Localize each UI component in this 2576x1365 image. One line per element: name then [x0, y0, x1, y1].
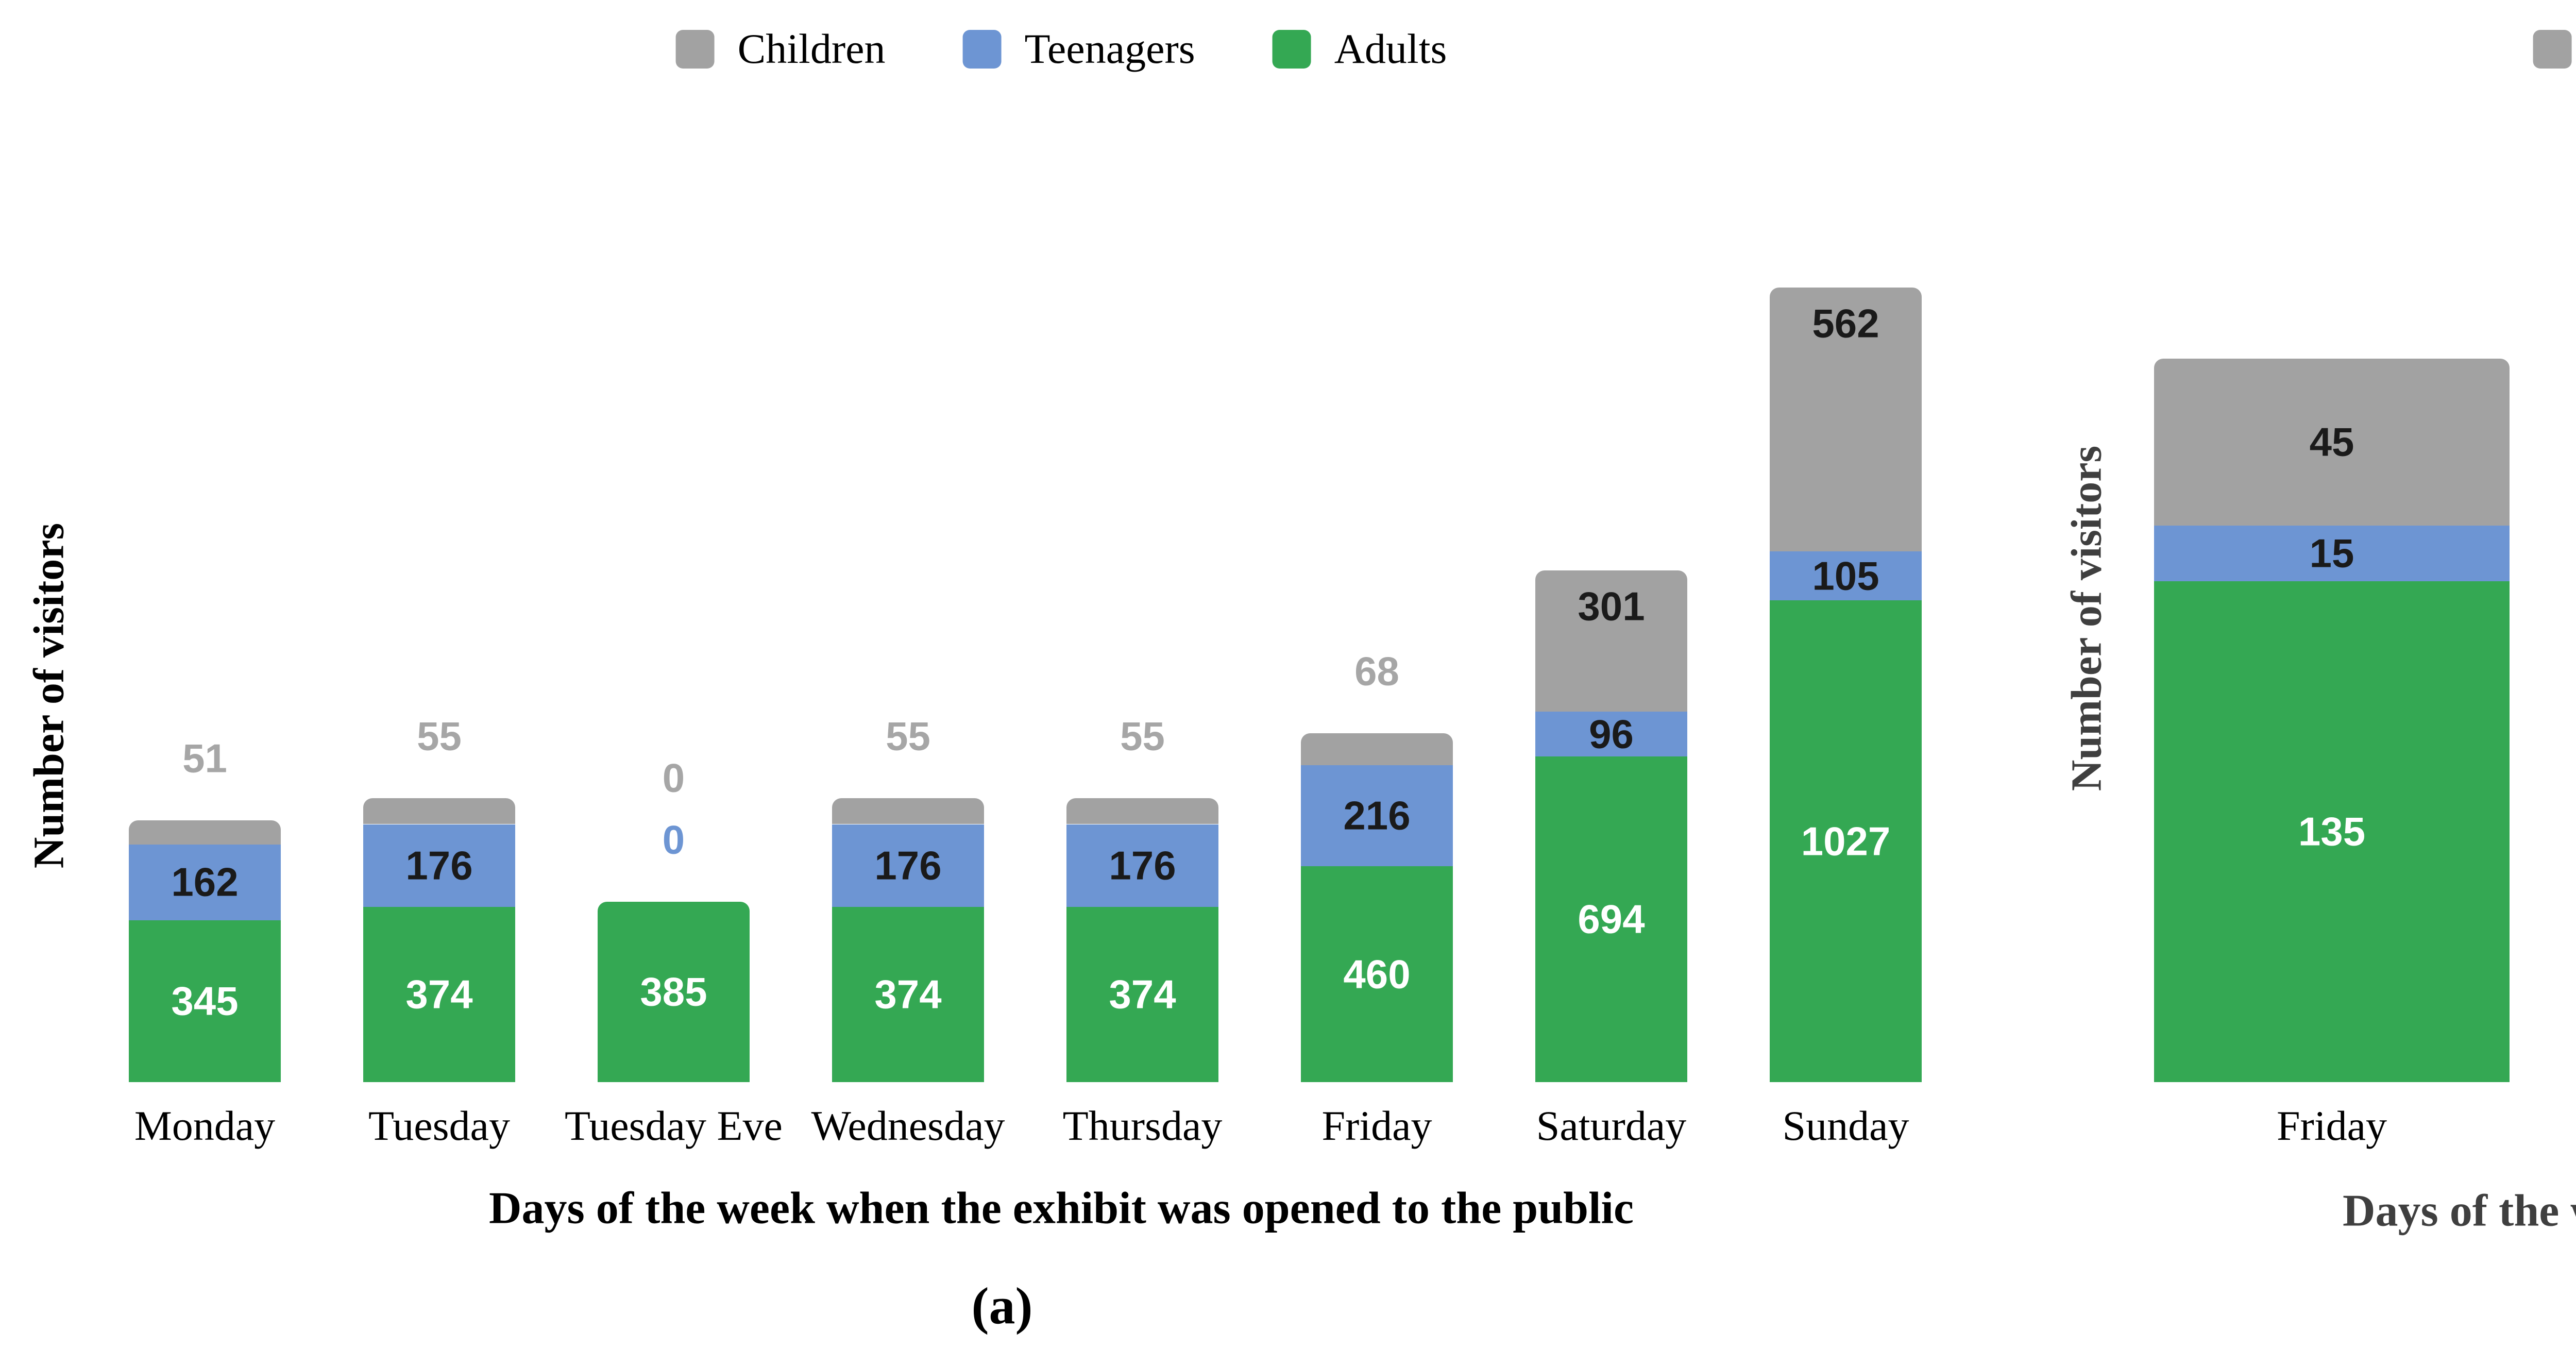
- bar-segment-teenagers-tuesday: [363, 824, 515, 907]
- bar-segment-children-friday: [2154, 359, 2510, 526]
- bar-segment-adults-tuesday-eve: [598, 901, 750, 1082]
- above-label-children: 68: [1354, 648, 1399, 694]
- legend-swatch-adults: [1272, 29, 1311, 69]
- bar-segment-teenagers-monday: [129, 844, 281, 921]
- above-label-children: 51: [182, 735, 227, 781]
- above-label-children: 55: [417, 713, 462, 759]
- bar-segment-adults-tuesday: [363, 906, 515, 1082]
- bar-segment-children-thursday: [1066, 798, 1218, 824]
- value-label-teenagers: 176: [874, 842, 942, 888]
- value-label-teenagers: 176: [1109, 842, 1176, 888]
- legend-item-teenagers: Teenagers: [962, 25, 1195, 73]
- bar-segment-children-wednesday: [832, 798, 984, 824]
- legend-swatch-children: [2533, 29, 2572, 69]
- bar-segment-teenagers-sunday: [1770, 551, 1922, 601]
- x-axis-title-a: Days of the week when the exhibit was op…: [488, 1183, 1634, 1234]
- x-tick-label-sunday: Sunday: [1782, 1102, 1909, 1149]
- bar-segment-children-monday: [129, 820, 281, 845]
- x-tick-label-saturday: Saturday: [1536, 1102, 1687, 1149]
- bar-segment-adults-thursday: [1066, 906, 1218, 1082]
- value-label-adults: 694: [1578, 896, 1645, 942]
- bar-segment-teenagers-wednesday: [832, 824, 984, 907]
- bar-segment-children-tuesday: [363, 798, 515, 824]
- value-label-adults: 374: [405, 971, 473, 1017]
- x-tick-label-friday: Friday: [2276, 1102, 2387, 1149]
- bar-segment-adults-friday: [2154, 581, 2510, 1082]
- value-label-adults: 374: [874, 971, 942, 1017]
- bar-segment-children-saturday: [1535, 570, 1687, 712]
- value-label-adults: 345: [171, 978, 239, 1024]
- x-tick-label-friday: Friday: [1321, 1102, 1432, 1149]
- value-label-adults: 374: [1109, 971, 1176, 1017]
- bar-segment-teenagers-saturday: [1535, 712, 1687, 757]
- value-label-teenagers: 216: [1343, 793, 1411, 838]
- x-tick-label-tuesday-eve: Tuesday Eve: [565, 1102, 783, 1149]
- panel-tag-a: (a): [971, 1277, 1033, 1336]
- bar-segment-teenagers-friday: [2154, 526, 2510, 581]
- x-tick-label-thursday: Thursday: [1062, 1102, 1223, 1149]
- x-tick-label-tuesday: Tuesday: [368, 1102, 510, 1149]
- bar-segment-adults-sunday: [1770, 600, 1922, 1082]
- x-tick-label-monday: Monday: [134, 1102, 276, 1149]
- value-label-adults: 385: [640, 969, 707, 1015]
- value-label-adults: 1027: [1801, 818, 1891, 864]
- plot-area-b: 1351545Friday1591649Saturday1101438Sunda…: [2009, 0, 2576, 1365]
- value-label-teenagers: 176: [405, 842, 473, 888]
- plot-area-a: 345 162 51 Monday 374 176 55 Tuesday 385 0 0 Tuesda…: [129, 288, 1922, 1149]
- bar-segment-adults-wednesday: [832, 906, 984, 1082]
- value-label-teenagers: 15: [2309, 530, 2354, 576]
- value-label-children: 301: [1578, 583, 1645, 629]
- legend-swatch-teenagers: [962, 29, 1002, 69]
- value-label-teenagers: 96: [1589, 711, 1634, 757]
- bar-segment-adults-saturday: [1535, 756, 1687, 1082]
- above-label-teenagers: 0: [662, 817, 685, 863]
- x-tick-label-wednesday: Wednesday: [811, 1102, 1005, 1149]
- above-label-children: 55: [1120, 713, 1165, 759]
- legend-label: Children: [737, 25, 886, 72]
- value-label-children: 45: [2309, 419, 2354, 465]
- legend-item-adults: Adults: [1272, 25, 1447, 73]
- value-label-children: 562: [1812, 300, 1879, 346]
- bar-segment-adults-monday: [129, 920, 281, 1082]
- legend-label: Teenagers: [1024, 25, 1195, 72]
- bar-segment-teenagers-friday: [1301, 765, 1453, 867]
- legend-label: Adults: [1334, 25, 1447, 72]
- bar-segment-children-friday: [1301, 733, 1453, 765]
- above-label-children: 55: [886, 713, 930, 759]
- legend-item-children: Children: [2533, 25, 2576, 73]
- legend-swatch-children: [675, 29, 715, 69]
- legend-item-children: Children: [675, 25, 886, 73]
- bar-segment-adults-friday: [1301, 866, 1453, 1082]
- bar-segment-children-sunday: [1770, 288, 1922, 551]
- value-label-adults: 460: [1343, 951, 1411, 997]
- value-label-teenagers: 162: [171, 859, 239, 905]
- chart-panel-a: Children Teenagers Adults Number of visito…: [25, 25, 1922, 1336]
- value-label-adults: 135: [2298, 808, 2366, 854]
- legend-a: Children Teenagers Adults: [675, 25, 1447, 73]
- x-axis-title-b: Days of the week when the exhibit was op…: [2342, 1186, 2576, 1236]
- above-label-children: 0: [662, 755, 685, 801]
- value-label-teenagers: 105: [1812, 553, 1879, 599]
- bar-segment-teenagers-thursday: [1066, 824, 1218, 907]
